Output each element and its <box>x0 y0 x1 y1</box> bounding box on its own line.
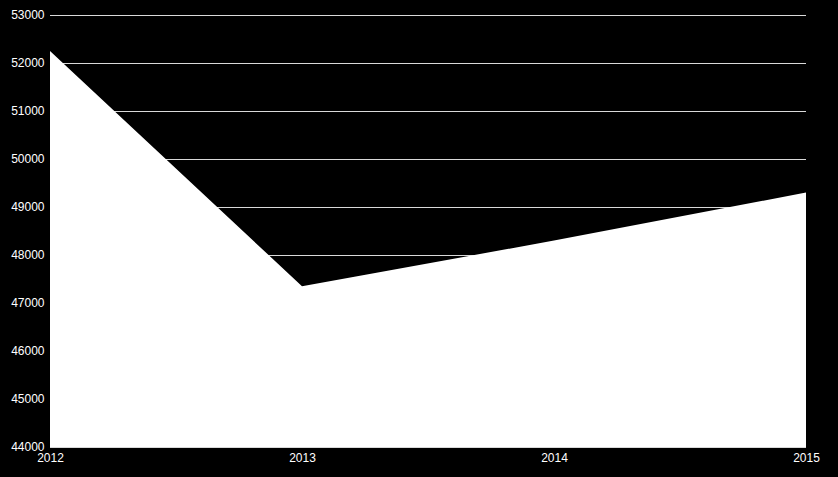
svg-text:49000: 49000 <box>11 200 45 214</box>
svg-text:47000: 47000 <box>11 296 45 310</box>
svg-text:45000: 45000 <box>11 392 45 406</box>
svg-text:51000: 51000 <box>11 104 45 118</box>
svg-text:46000: 46000 <box>11 344 45 358</box>
svg-text:2015: 2015 <box>793 451 820 465</box>
svg-text:2013: 2013 <box>289 451 316 465</box>
svg-text:2012: 2012 <box>37 451 64 465</box>
svg-text:52000: 52000 <box>11 56 45 70</box>
svg-text:48000: 48000 <box>11 248 45 262</box>
svg-text:53000: 53000 <box>11 8 45 22</box>
svg-text:44000: 44000 <box>11 440 45 455</box>
svg-text:50000: 50000 <box>11 152 45 166</box>
svg-text:2014: 2014 <box>541 451 568 465</box>
